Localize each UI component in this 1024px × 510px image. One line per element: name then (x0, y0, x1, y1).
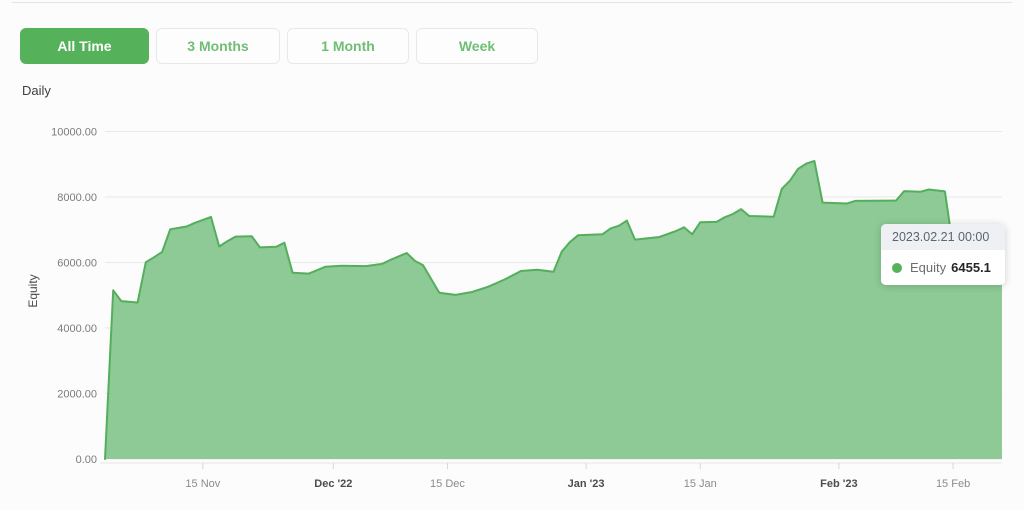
range-button-all-time[interactable]: All Time (20, 28, 149, 64)
x-tick-label: 15 Feb (936, 478, 970, 490)
range-button-week[interactable]: Week (416, 28, 538, 64)
tooltip-series-value: 6455.1 (951, 260, 991, 275)
x-tick-label: Jan '23 (568, 478, 605, 490)
equity-area[interactable] (105, 161, 1002, 459)
range-button-3-months[interactable]: 3 Months (156, 28, 280, 64)
x-tick-label: Dec '22 (314, 478, 352, 490)
x-tick-label: 15 Dec (430, 478, 465, 490)
y-tick-label: 6000.00 (57, 258, 97, 270)
y-tick-label: 4000.00 (57, 323, 97, 335)
range-button-1-month[interactable]: 1 Month (287, 28, 409, 64)
frequency-label: Daily (22, 83, 51, 98)
y-tick-label: 8000.00 (57, 192, 97, 204)
y-tick-label: 2000.00 (57, 389, 97, 401)
chart-tooltip: 2023.02.21 00:00 Equity 6455.1 (881, 224, 1005, 285)
top-divider (12, 2, 1012, 3)
tooltip-date: 2023.02.21 00:00 (881, 224, 1005, 250)
tooltip-body: Equity 6455.1 (881, 250, 1005, 285)
series-marker-icon (892, 262, 902, 273)
y-tick-label: 10000.00 (51, 127, 97, 139)
x-tick-label: Feb '23 (820, 478, 857, 490)
y-tick-label: 0.00 (76, 454, 97, 466)
tooltip-series-label: Equity (910, 260, 947, 275)
x-tick-label: 15 Nov (185, 478, 220, 490)
x-tick-label: 15 Jan (684, 478, 717, 490)
equity-line (104, 160, 1003, 460)
time-range-toolbar: All Time 3 Months 1 Month Week (20, 28, 538, 64)
